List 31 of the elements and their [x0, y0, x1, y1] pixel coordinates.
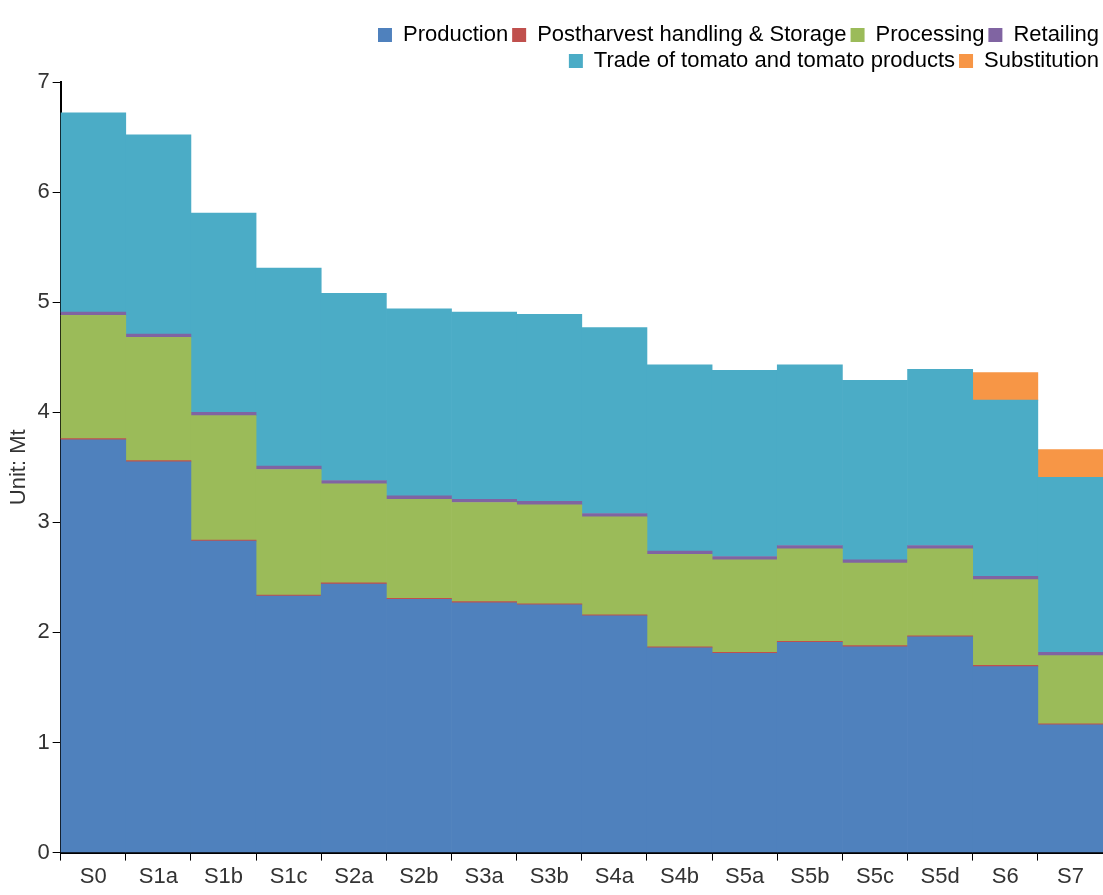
legend-label: Production: [402, 21, 509, 47]
legend-label: Substitution: [984, 47, 1100, 73]
y-tick-label: 0: [37, 838, 50, 864]
y-axis-title: Unit: Mt: [5, 429, 31, 506]
legend-label: Processing: [875, 21, 985, 47]
x-tick-label: S2b: [399, 862, 439, 888]
y-tick-label: 7: [37, 68, 50, 94]
x-tick-label: S4a: [594, 862, 635, 888]
y-tick-label: 1: [37, 728, 50, 754]
x-tick-label: S7: [1056, 862, 1084, 888]
legend-label: Retailing: [1013, 21, 1099, 47]
x-tick-label: S5b: [790, 862, 830, 888]
y-tick-label: 2: [37, 618, 50, 644]
y-tick-label: 6: [37, 178, 50, 204]
y-tick-label: 4: [37, 398, 50, 424]
x-tick-label: S3b: [529, 862, 569, 888]
y-tick-label: 3: [37, 508, 50, 534]
x-tick-label: S5a: [725, 862, 766, 888]
x-tick-label: S0: [79, 862, 107, 888]
x-tick-label: S4b: [659, 862, 700, 888]
x-tick-label: S2a: [334, 862, 375, 888]
x-tick-label: S1b: [203, 862, 244, 888]
x-tick-label: S1a: [138, 862, 179, 888]
x-tick-label: S5c: [856, 862, 894, 888]
x-tick-label: S6: [991, 862, 1019, 888]
x-tick-label: S1c: [269, 862, 308, 888]
y-tick-label: 5: [37, 288, 50, 314]
legend-label: Postharvest handling & Storage: [537, 21, 847, 47]
legend-label: Trade of tomato and tomato products: [593, 47, 956, 73]
x-tick-label: S5d: [920, 862, 960, 888]
x-tick-label: S3a: [464, 862, 505, 888]
